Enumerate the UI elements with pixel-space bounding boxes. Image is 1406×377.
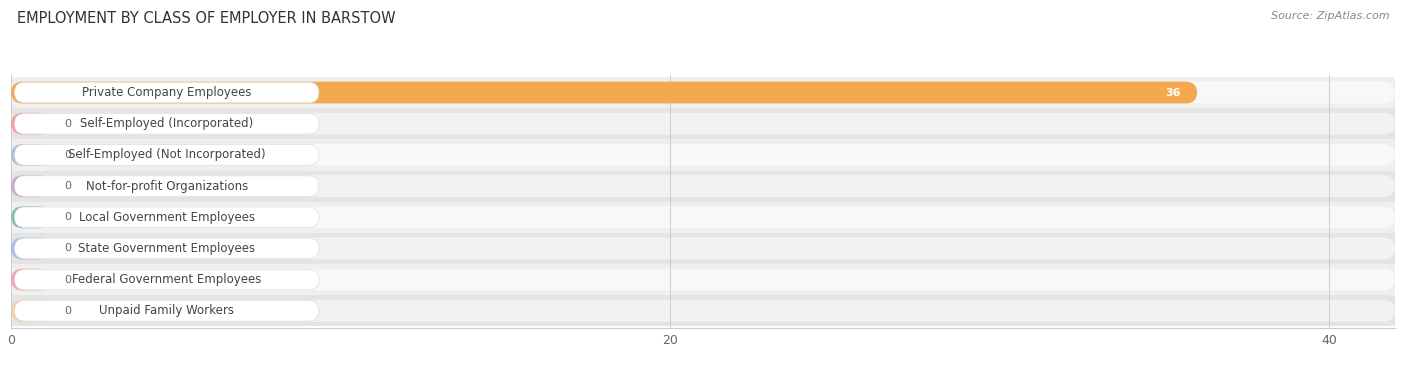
Text: Not-for-profit Organizations: Not-for-profit Organizations [86, 179, 247, 193]
FancyBboxPatch shape [14, 238, 319, 259]
FancyBboxPatch shape [11, 300, 1395, 322]
Bar [0, 77, 1406, 108]
FancyBboxPatch shape [11, 144, 51, 166]
Text: 0: 0 [63, 244, 70, 253]
FancyBboxPatch shape [11, 238, 1395, 259]
FancyBboxPatch shape [11, 206, 51, 228]
Bar [0, 170, 1406, 202]
Text: EMPLOYMENT BY CLASS OF EMPLOYER IN BARSTOW: EMPLOYMENT BY CLASS OF EMPLOYER IN BARST… [17, 11, 395, 26]
Text: 0: 0 [63, 212, 70, 222]
Text: Private Company Employees: Private Company Employees [82, 86, 252, 99]
Text: Self-Employed (Not Incorporated): Self-Employed (Not Incorporated) [67, 149, 266, 161]
FancyBboxPatch shape [11, 269, 51, 291]
Bar [0, 202, 1406, 233]
Text: Self-Employed (Incorporated): Self-Employed (Incorporated) [80, 117, 253, 130]
FancyBboxPatch shape [11, 300, 51, 322]
Text: Local Government Employees: Local Government Employees [79, 211, 254, 224]
FancyBboxPatch shape [11, 175, 1395, 197]
FancyBboxPatch shape [11, 82, 1395, 103]
FancyBboxPatch shape [14, 269, 319, 290]
FancyBboxPatch shape [14, 300, 319, 321]
Bar [0, 264, 1406, 295]
FancyBboxPatch shape [14, 176, 319, 196]
Bar [0, 233, 1406, 264]
FancyBboxPatch shape [14, 113, 319, 134]
FancyBboxPatch shape [14, 145, 319, 165]
Text: 0: 0 [63, 181, 70, 191]
Text: 36: 36 [1166, 87, 1181, 98]
Text: State Government Employees: State Government Employees [79, 242, 256, 255]
Text: Federal Government Employees: Federal Government Employees [72, 273, 262, 286]
Text: 0: 0 [63, 150, 70, 160]
FancyBboxPatch shape [11, 113, 51, 135]
Text: 0: 0 [63, 119, 70, 129]
Bar [0, 295, 1406, 326]
Text: Source: ZipAtlas.com: Source: ZipAtlas.com [1271, 11, 1389, 21]
FancyBboxPatch shape [11, 269, 1395, 291]
FancyBboxPatch shape [14, 82, 319, 103]
Text: Unpaid Family Workers: Unpaid Family Workers [100, 304, 235, 317]
FancyBboxPatch shape [11, 238, 51, 259]
FancyBboxPatch shape [11, 82, 1197, 103]
Bar [0, 108, 1406, 139]
FancyBboxPatch shape [11, 206, 1395, 228]
FancyBboxPatch shape [11, 113, 1395, 135]
Text: 0: 0 [63, 306, 70, 316]
Bar [0, 139, 1406, 170]
FancyBboxPatch shape [11, 144, 1395, 166]
FancyBboxPatch shape [14, 207, 319, 228]
FancyBboxPatch shape [11, 175, 51, 197]
Text: 0: 0 [63, 275, 70, 285]
